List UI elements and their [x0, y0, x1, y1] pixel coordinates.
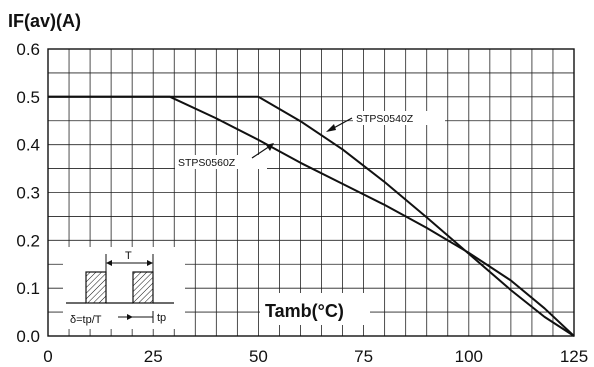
annotation-label-bg-stps0560z [175, 155, 267, 169]
y-tick-label: 0.0 [16, 327, 40, 346]
chart-curves [48, 95, 575, 337]
x-axis-label-background [260, 293, 370, 325]
y-tick-label: 0.5 [16, 88, 40, 107]
period-arrowhead-right [147, 260, 153, 266]
series-line-stps0560z [48, 95, 575, 337]
y-tick-label: 0.1 [16, 279, 40, 298]
series-line-stps0540z [48, 95, 575, 337]
pulse-2 [132, 271, 154, 304]
pulse-width-arrowhead [127, 314, 133, 320]
x-tick-label: 50 [249, 347, 268, 366]
annotation-label-bg-stps0540z [353, 111, 445, 125]
annotation-label-stps0540z: STPS0540Z [356, 113, 414, 125]
period-arrowhead-left [106, 260, 112, 266]
x-tick-label: 25 [144, 347, 163, 366]
annotation-leader-stps0560z [251, 145, 271, 159]
plot-frame [47, 48, 575, 337]
duty-cycle-label: δ=tp/T [70, 314, 102, 326]
y-tick-label: 0.6 [16, 40, 40, 59]
x-tick-label: 75 [354, 347, 373, 366]
y-tick-label: 0.3 [16, 184, 40, 203]
annotation-arrowhead-stps0540z [326, 124, 336, 132]
annotation-arrowhead-stps0560z [266, 143, 274, 151]
x-tick-label: 125 [560, 347, 588, 366]
period-label: T [125, 250, 132, 262]
pulse-1 [85, 271, 107, 304]
y-tick-label: 0.4 [16, 136, 40, 155]
y-axis-label: IF(av)(A) [8, 11, 81, 31]
pulse-waveform-inset: T tp δ=tp/T [63, 247, 185, 329]
chart-tick-labels: 0 25 50 75 100 125 0.0 0.1 0.2 0.3 0.4 0.5 0.6 [16, 40, 588, 366]
y-tick-label: 0.2 [16, 231, 40, 250]
pulse-width-label: tp [157, 312, 166, 324]
annotation-label-stps0560z: STPS0560Z [178, 157, 236, 169]
x-tick-label: 0 [43, 347, 52, 366]
period-label-bg [123, 249, 134, 261]
x-tick-label: 100 [455, 347, 483, 366]
x-axis-label: Tamb(°C) [265, 301, 344, 321]
